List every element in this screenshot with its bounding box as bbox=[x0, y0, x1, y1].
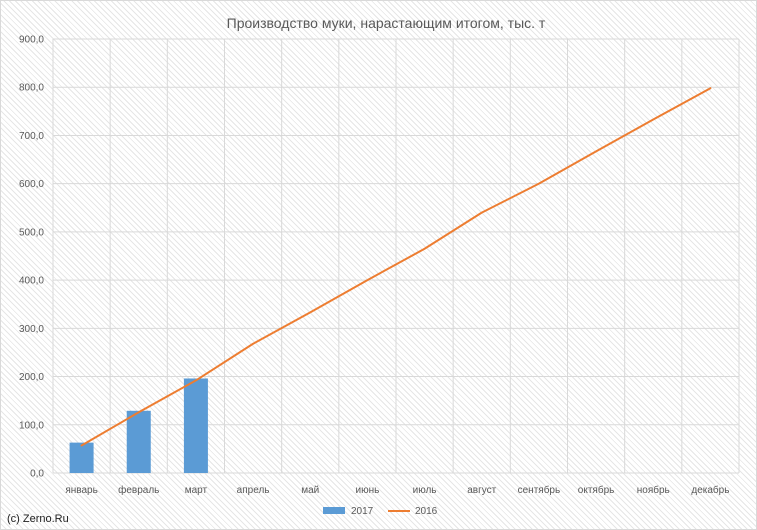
legend: 2017 2016 bbox=[323, 506, 438, 517]
x-tick-label: сентябрь bbox=[518, 484, 561, 496]
chart-title: Производство муки, нарастающим итогом, т… bbox=[227, 15, 546, 31]
legend-label-2016: 2016 bbox=[415, 506, 438, 517]
legend-swatch-2017 bbox=[323, 507, 345, 514]
x-tick-label: январь bbox=[65, 485, 97, 496]
x-tick-label: ноябрь bbox=[637, 484, 670, 496]
y-tick-label: 100,0 bbox=[19, 420, 44, 431]
y-tick-label: 900,0 bbox=[19, 35, 44, 46]
x-tick-label: июнь bbox=[356, 485, 380, 496]
y-tick-label: 300,0 bbox=[19, 324, 44, 335]
y-tick-label: 400,0 bbox=[19, 276, 44, 287]
y-tick-labels: 0,0 100,0 200,0 300,0 400,0 500,0 600,0 700,0 80… bbox=[19, 35, 44, 480]
x-tick-label: май bbox=[301, 485, 319, 496]
y-tick-label: 200,0 bbox=[19, 372, 44, 383]
legend-item-2017: 2017 bbox=[323, 506, 374, 517]
watermark-text: (c) Zerno.Ru bbox=[7, 513, 69, 525]
x-tick-label: июль bbox=[413, 485, 437, 496]
bar-series bbox=[69, 378, 208, 473]
y-tick-label: 800,0 bbox=[19, 83, 44, 94]
grid-layer bbox=[52, 38, 740, 474]
y-tick-label: 700,0 bbox=[19, 131, 44, 142]
x-tick-label: декабрь bbox=[691, 484, 729, 496]
x-tick-label: март bbox=[185, 485, 208, 496]
x-tick-labels: январь февраль март апрель май июнь июль август… bbox=[65, 484, 729, 496]
y-tick-label: 500,0 bbox=[19, 227, 44, 238]
x-tick-label: февраль bbox=[118, 484, 159, 496]
legend-item-2016: 2016 bbox=[388, 506, 438, 517]
x-tick-label: апрель bbox=[237, 485, 270, 496]
x-tick-label: август bbox=[467, 485, 496, 496]
y-tick-label: 0,0 bbox=[30, 469, 44, 480]
legend-label-2017: 2017 bbox=[351, 506, 374, 517]
line-2016 bbox=[80, 87, 712, 447]
y-tick-label: 600,0 bbox=[19, 179, 44, 190]
line-series bbox=[80, 87, 712, 447]
bar-2017 bbox=[183, 378, 208, 473]
bar-2017 bbox=[126, 410, 151, 473]
bar-2017 bbox=[69, 442, 94, 473]
x-tick-label: октябрь bbox=[578, 484, 615, 496]
